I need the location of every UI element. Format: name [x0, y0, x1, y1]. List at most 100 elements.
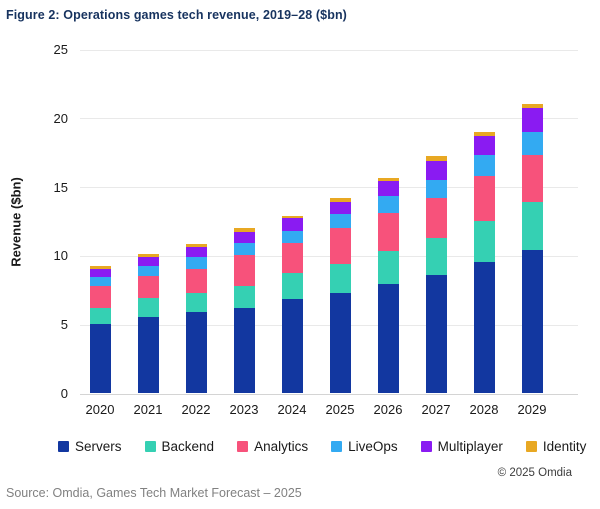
bar-segment-multiplayer-2025 — [329, 201, 351, 215]
plot-area — [80, 49, 578, 395]
bar-segment-analytics-2025 — [329, 227, 351, 264]
bar-2028 — [473, 131, 495, 393]
bar-segment-analytics-2026 — [377, 212, 399, 252]
bar-2029 — [521, 104, 543, 393]
gridline-0 — [80, 393, 578, 395]
bar-2022 — [185, 244, 207, 393]
x-tick-label-2023: 2023 — [229, 402, 259, 417]
bar-segment-servers-2020 — [89, 324, 111, 393]
bar-segment-analytics-2023 — [233, 255, 255, 286]
bar-segment-identity-2023 — [233, 227, 255, 233]
bar-segment-liveops-2022 — [185, 256, 207, 270]
bar-segment-liveops-2024 — [281, 230, 303, 244]
bar-2021 — [137, 254, 159, 393]
bar-segment-servers-2025 — [329, 292, 351, 393]
x-tick-label-2025: 2025 — [325, 402, 355, 417]
bar-segment-identity-2029 — [521, 104, 543, 109]
gridline-25 — [80, 49, 578, 51]
bar-segment-analytics-2020 — [89, 285, 111, 308]
legend-item-servers: Servers — [58, 439, 122, 454]
gridline-5 — [80, 324, 578, 326]
bar-segment-multiplayer-2022 — [185, 247, 207, 257]
legend-label-analytics: Analytics — [254, 439, 309, 454]
bar-segment-servers-2022 — [185, 311, 207, 393]
legend: Servers Backend Analytics LiveOps Multiplaye… — [58, 439, 586, 454]
legend-item-identity: Identity — [525, 439, 587, 454]
bar-segment-multiplayer-2028 — [473, 135, 495, 155]
bar-segment-backend-2020 — [89, 307, 111, 325]
bar-segment-identity-2027 — [425, 156, 447, 161]
x-tick-label-2024: 2024 — [277, 402, 307, 417]
bar-segment-servers-2029 — [521, 249, 543, 393]
bar-segment-backend-2029 — [521, 201, 543, 250]
bar-segment-liveops-2027 — [425, 179, 447, 198]
x-tick-label-2029: 2029 — [517, 402, 547, 417]
bar-segment-backend-2025 — [329, 263, 351, 293]
x-tick-label-2020: 2020 — [85, 402, 115, 417]
gridline-20 — [80, 118, 578, 120]
legend-swatch-backend-icon — [144, 441, 156, 452]
y-tick-label-10: 10 — [53, 248, 68, 264]
legend-swatch-multiplayer-icon — [420, 441, 432, 452]
bar-segment-liveops-2029 — [521, 131, 543, 155]
legend-item-liveops: LiveOps — [331, 439, 398, 454]
bar-segment-servers-2027 — [425, 274, 447, 393]
bar-segment-backend-2027 — [425, 237, 447, 275]
bar-segment-backend-2022 — [185, 292, 207, 312]
bar-segment-multiplayer-2024 — [281, 218, 303, 231]
bar-segment-multiplayer-2020 — [89, 269, 111, 278]
bar-segment-multiplayer-2029 — [521, 108, 543, 132]
bar-segment-liveops-2021 — [137, 266, 159, 277]
bar-2025 — [329, 197, 351, 393]
bar-segment-backend-2024 — [281, 273, 303, 300]
legend-label-multiplayer: Multiplayer — [437, 439, 503, 454]
bar-segment-multiplayer-2026 — [377, 181, 399, 197]
y-axis-title: Revenue ($bn) — [8, 177, 24, 267]
x-tick-label-2021: 2021 — [133, 402, 163, 417]
bar-segment-identity-2025 — [329, 197, 351, 202]
bar-segment-servers-2021 — [137, 317, 159, 393]
bar-segment-multiplayer-2027 — [425, 160, 447, 180]
legend-swatch-analytics-icon — [237, 441, 249, 452]
x-tick-label-2026: 2026 — [373, 402, 403, 417]
bar-segment-servers-2026 — [377, 284, 399, 393]
bar-segment-analytics-2028 — [473, 175, 495, 222]
bar-2024 — [281, 215, 303, 393]
x-tick-label-2027: 2027 — [421, 402, 451, 417]
bar-2020 — [89, 266, 111, 393]
source-text: Source: Omdia, Games Tech Market Forecas… — [6, 486, 302, 500]
legend-label-identity: Identity — [542, 439, 587, 454]
bar-segment-servers-2028 — [473, 262, 495, 393]
bar-segment-multiplayer-2021 — [137, 256, 159, 267]
bar-segment-identity-2026 — [377, 178, 399, 182]
bar-segment-backend-2023 — [233, 285, 255, 308]
bar-2023 — [233, 227, 255, 393]
legend-label-servers: Servers — [75, 439, 122, 454]
bar-2026 — [377, 178, 399, 393]
y-tick-label-5: 5 — [60, 317, 68, 333]
legend-swatch-liveops-icon — [331, 441, 343, 452]
bar-segment-servers-2023 — [233, 307, 255, 393]
y-tick-label-25: 25 — [53, 42, 68, 57]
legend-label-liveops: LiveOps — [348, 439, 398, 454]
x-tick-label-2028: 2028 — [469, 402, 499, 417]
bar-segment-analytics-2029 — [521, 154, 543, 202]
bar-segment-backend-2026 — [377, 251, 399, 285]
bar-segment-multiplayer-2023 — [233, 232, 255, 244]
legend-swatch-identity-icon — [525, 441, 537, 452]
legend-item-backend: Backend — [144, 439, 214, 454]
copyright-text: © 2025 Omdia — [497, 467, 572, 479]
y-tick-label-20: 20 — [53, 110, 68, 126]
y-tick-label-0: 0 — [60, 386, 68, 401]
bar-segment-liveops-2023 — [233, 243, 255, 256]
bar-segment-liveops-2026 — [377, 196, 399, 213]
bar-segment-analytics-2022 — [185, 269, 207, 293]
bar-segment-backend-2028 — [473, 221, 495, 263]
figure-title: Figure 2: Operations games tech revenue,… — [6, 8, 347, 22]
bar-segment-servers-2024 — [281, 299, 303, 393]
legend-swatch-servers-icon — [58, 441, 69, 452]
bar-segment-identity-2020 — [89, 266, 111, 270]
legend-item-analytics: Analytics — [237, 439, 308, 454]
gridline-10 — [80, 255, 578, 257]
